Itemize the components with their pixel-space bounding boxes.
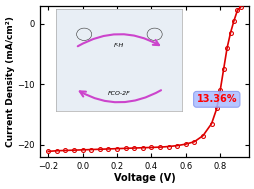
Y-axis label: Current Density (mA/cm²): Current Density (mA/cm²) xyxy=(6,16,14,147)
X-axis label: Voltage (V): Voltage (V) xyxy=(113,174,175,184)
Text: 13.36%: 13.36% xyxy=(196,94,236,104)
